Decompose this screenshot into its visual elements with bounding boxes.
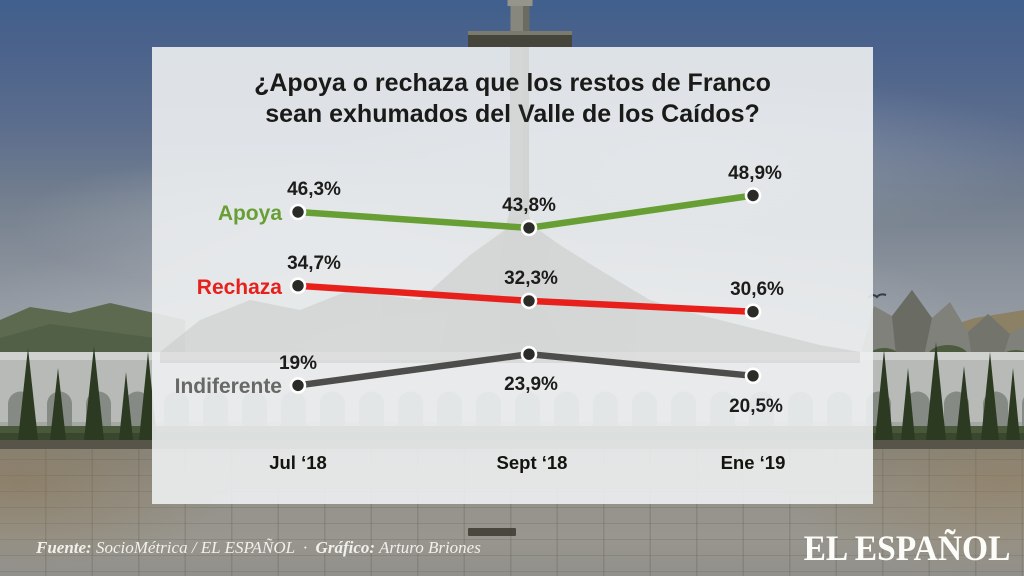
data-point bbox=[289, 277, 307, 294]
value-label: 48,9% bbox=[728, 163, 782, 184]
value-label: 19% bbox=[279, 353, 317, 374]
cross-cap bbox=[507, 0, 533, 6]
chart-panel: Apoya Rechaza Indiferente 46,3% 43,8% 48… bbox=[152, 47, 873, 504]
cypress-tree bbox=[901, 368, 915, 440]
separator-dot: · bbox=[303, 538, 308, 557]
cypress-tree bbox=[875, 350, 893, 440]
chart-title: ¿Apoya o rechaza que los restos de Franc… bbox=[152, 47, 873, 130]
axis-label-sept18: Sept ‘18 bbox=[497, 452, 568, 473]
source-label: Fuente: bbox=[36, 538, 92, 557]
indiferente-series-label: Indiferente bbox=[175, 375, 282, 398]
el-espanol-logo: EL ESPAÑOL bbox=[803, 528, 1010, 568]
cypress-tree bbox=[981, 352, 999, 440]
value-label: 30,6% bbox=[730, 279, 784, 300]
pavement-drain bbox=[468, 528, 516, 536]
cypress-tree bbox=[119, 372, 133, 440]
value-label: 23,9% bbox=[504, 374, 558, 395]
data-point bbox=[520, 345, 538, 363]
crag-shadow bbox=[892, 290, 932, 356]
data-point bbox=[520, 292, 538, 310]
value-label: 46,3% bbox=[287, 179, 341, 200]
apoya-series-label: Apoya bbox=[218, 202, 283, 225]
data-point bbox=[744, 187, 762, 204]
axis-label-jul18: Jul ‘18 bbox=[269, 452, 327, 473]
value-label: 43,8% bbox=[502, 195, 556, 216]
crag-shadow-2 bbox=[968, 314, 1010, 360]
cypress-tree bbox=[956, 366, 972, 440]
cypress-tree bbox=[1006, 368, 1020, 440]
data-point bbox=[744, 303, 762, 321]
credit-value: Arturo Briones bbox=[378, 538, 481, 557]
credit-label: Gráfico: bbox=[315, 538, 376, 557]
rechaza-series-label: Rechaza bbox=[197, 276, 283, 299]
line-chart: Apoya Rechaza Indiferente 46,3% 43,8% 48… bbox=[160, 47, 860, 473]
cross-arms bbox=[468, 35, 572, 47]
data-point bbox=[744, 367, 762, 385]
axis-label-ene19: Ene ‘19 bbox=[721, 452, 786, 473]
data-point bbox=[289, 203, 307, 221]
source-value: SocioMétrica / EL ESPAÑOL bbox=[95, 538, 295, 557]
cypress-tree bbox=[926, 342, 946, 440]
value-label: 32,3% bbox=[504, 268, 558, 289]
data-point bbox=[520, 219, 538, 237]
data-point bbox=[289, 377, 307, 394]
series-rechaza: Rechaza bbox=[197, 276, 762, 321]
cypress-tree bbox=[18, 348, 38, 440]
cypress-tree bbox=[84, 346, 104, 440]
cross-arm-top bbox=[468, 31, 572, 36]
series-apoya: Apoya bbox=[218, 187, 762, 237]
value-label: 20,5% bbox=[729, 396, 783, 417]
value-label: 34,7% bbox=[287, 253, 341, 274]
series-indiferente: Indiferente bbox=[175, 345, 762, 398]
chart-title-line1: ¿Apoya o rechaza que los restos de Franc… bbox=[254, 69, 771, 97]
cypress-tree bbox=[50, 368, 66, 440]
source-credit: Fuente: SocioMétrica / EL ESPAÑOL · Gráf… bbox=[36, 538, 481, 558]
chart-title-line2: sean exhumados del Valle de los Caídos? bbox=[265, 100, 760, 128]
